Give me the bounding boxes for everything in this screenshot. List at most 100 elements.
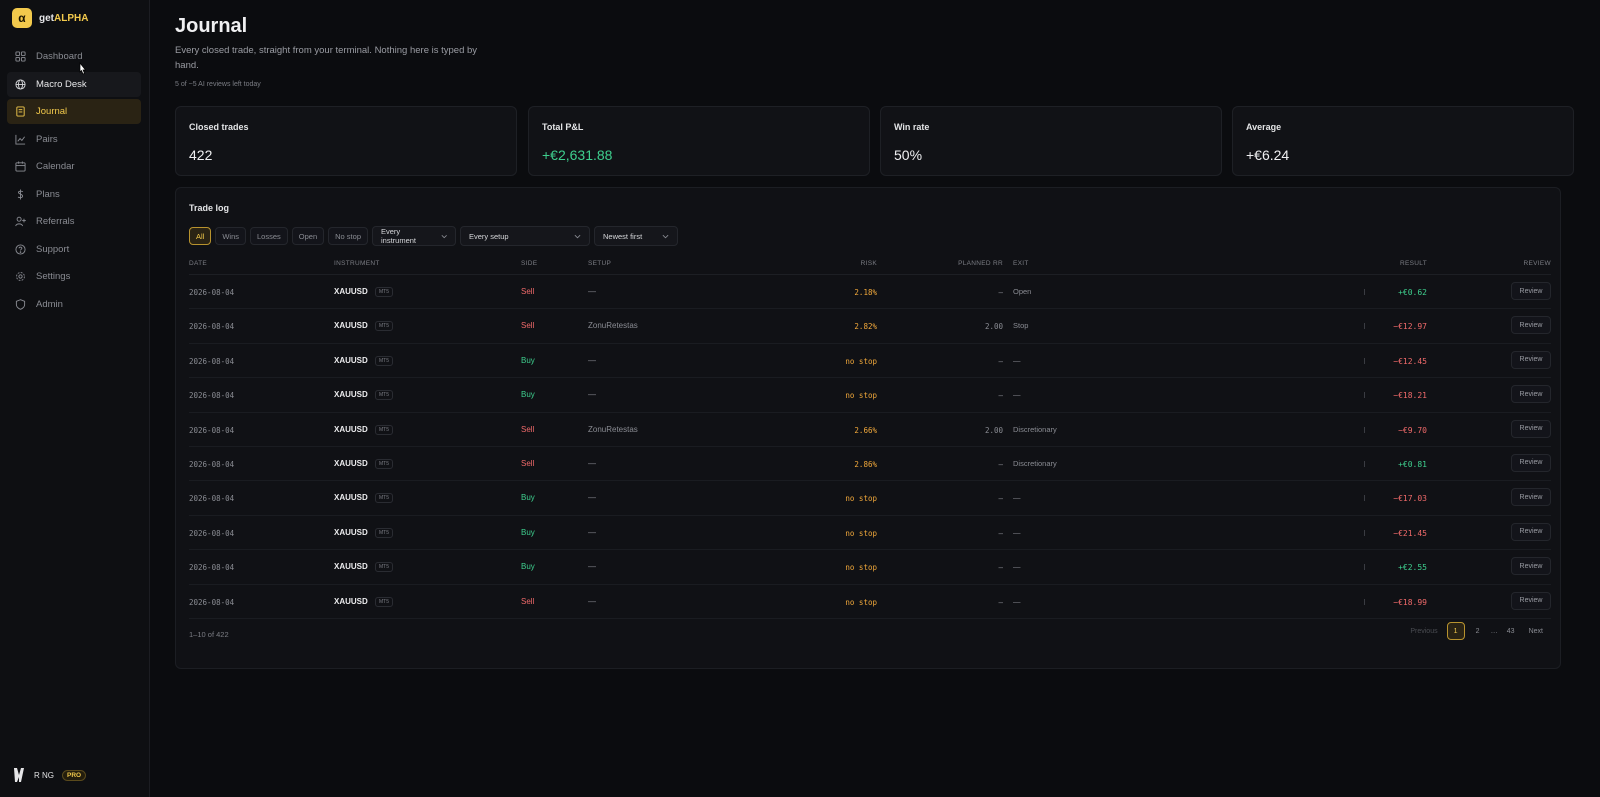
trade-result: +€2.55 [1398, 563, 1427, 573]
table-row[interactable]: 2026-08-04 XAUUSD MT5 Sell — 2.18% — Open +€0.62… [189, 275, 1551, 310]
trade-setup: — [588, 390, 596, 400]
page-button-2[interactable]: 2 [1475, 627, 1480, 635]
row-divider-tick [1364, 598, 1365, 605]
table-row[interactable]: 2026-08-04 XAUUSD MT5 Buy — no stop — — −€18.21 R… [189, 378, 1551, 413]
sidebar-item-settings[interactable]: Settings [7, 264, 141, 289]
column-header-side[interactable]: SIDE [521, 260, 538, 267]
page-button-43[interactable]: 43 [1506, 627, 1515, 635]
trade-instrument: XAUUSD [334, 390, 368, 400]
table-row[interactable]: 2026-08-04 XAUUSD MT5 Buy — no stop — — −€12.45 R… [189, 344, 1551, 379]
review-button[interactable]: Review [1511, 419, 1551, 438]
trade-result: −€21.45 [1393, 528, 1427, 538]
user-name: R NG [34, 770, 54, 780]
sidebar-item-journal[interactable]: Journal [7, 99, 141, 124]
filter-all[interactable]: All [189, 227, 212, 245]
trade-date: 2026-08-04 [189, 425, 235, 435]
trade-result: −€12.97 [1393, 322, 1427, 332]
column-header-risk[interactable]: RISK [860, 260, 877, 267]
stat-card-total-pnl: Total P&L +€2,631.88 [528, 106, 870, 176]
review-button[interactable]: Review [1511, 591, 1551, 610]
table-row[interactable]: 2026-08-04 XAUUSD MT5 Buy — no stop — — −€21.45 R… [189, 516, 1551, 551]
trade-instrument: XAUUSD [334, 493, 368, 503]
previous-page-button[interactable]: Previous [1410, 627, 1438, 635]
review-button[interactable]: Review [1511, 522, 1551, 541]
trade-exit: — [1013, 596, 1021, 606]
trade-risk: no stop [845, 528, 877, 538]
column-header-date[interactable]: DATE [189, 260, 208, 267]
review-button[interactable]: Review [1511, 557, 1551, 576]
user-plus-icon [15, 216, 26, 227]
platform-tag: MT5 [375, 390, 393, 401]
row-divider-tick [1364, 495, 1365, 502]
filter-open[interactable]: Open [291, 227, 325, 245]
trade-side: Buy [521, 527, 535, 537]
platform-tag: MT5 [375, 355, 393, 366]
sidebar-item-dashboard[interactable]: Dashboard [7, 44, 141, 69]
filter-no-stop[interactable]: No stop [328, 227, 368, 245]
table-row[interactable]: 2026-08-04 XAUUSD MT5 Sell — no stop — — −€18.99… [189, 585, 1551, 619]
review-button[interactable]: Review [1511, 385, 1551, 404]
instrument-select-value: Every instrument [381, 227, 417, 245]
review-button[interactable]: Review [1511, 282, 1551, 300]
column-header-instrument[interactable]: INSTRUMENT [334, 260, 380, 267]
trade-risk: 2.66% [854, 425, 877, 435]
trade-exit: — [1013, 562, 1021, 572]
ai-reviews-remaining: 5 of ~5 AI reviews left today [175, 81, 261, 88]
table-body: 2026-08-04 XAUUSD MT5 Sell — 2.18% — Open +€0.62… [189, 275, 1551, 619]
sidebar-item-admin[interactable]: Admin [7, 292, 141, 317]
review-button[interactable]: Review [1511, 453, 1551, 472]
platform-tag: MT5 [375, 562, 393, 573]
table-row[interactable]: 2026-08-04 XAUUSD MT5 Sell — 2.86% — Discretion… [189, 447, 1551, 482]
platform-tag: MT5 [375, 424, 393, 435]
trade-risk: no stop [845, 563, 877, 573]
stat-label: Win rate [894, 122, 930, 132]
table-row[interactable]: 2026-08-04 XAUUSD MT5 Buy — no stop — — −€17.03 R… [189, 481, 1551, 516]
trade-planned-rr: — [998, 288, 1003, 297]
brand-logo: α [12, 8, 32, 28]
sidebar-item-plans[interactable]: Plans [7, 182, 141, 207]
mouse-cursor-icon [79, 62, 87, 75]
trade-setup: — [588, 596, 596, 606]
column-header-setup[interactable]: SETUP [588, 260, 612, 267]
sidebar-item-label: Macro Desk [36, 78, 87, 90]
table-row[interactable]: 2026-08-04 XAUUSD MT5 Buy — no stop — — +€2.55 Re… [189, 550, 1551, 585]
trade-result: +€0.62 [1398, 288, 1427, 297]
trade-result: +€0.81 [1398, 459, 1427, 469]
stat-value: 50% [894, 147, 923, 163]
review-button[interactable]: Review [1511, 316, 1551, 335]
sidebar-item-label: Calendar [36, 161, 75, 172]
sidebar-item-referrals[interactable]: Referrals [7, 209, 141, 234]
trade-date: 2026-08-04 [189, 322, 235, 332]
filter-losses[interactable]: Losses [250, 227, 288, 245]
sort-select[interactable]: Newest first [594, 226, 678, 246]
column-header-result[interactable]: RESULT [1400, 260, 1427, 267]
trade-setup: — [588, 527, 596, 537]
trade-side: Sell [521, 287, 535, 296]
user-profile[interactable]: R NG PRO [12, 767, 87, 783]
table-row[interactable]: 2026-08-04 XAUUSD MT5 Sell ZonuRetestas 2.66%… [189, 413, 1551, 447]
trade-exit: Open [1013, 287, 1032, 296]
instrument-select[interactable]: Every instrument [372, 226, 456, 246]
next-page-button[interactable]: Next [1528, 627, 1543, 635]
column-header-planned-rr[interactable]: PLANNED RR [958, 260, 1003, 267]
setup-select[interactable]: Every setup [460, 226, 590, 246]
platform-tag: MT5 [375, 596, 393, 607]
chart-line-icon [15, 134, 26, 145]
review-button[interactable]: Review [1511, 350, 1551, 369]
brand-name-accent: ALPHA [54, 12, 89, 24]
brand[interactable]: α getALPHA [12, 8, 88, 28]
column-header-exit[interactable]: EXIT [1013, 260, 1029, 267]
brand-name: getALPHA [39, 13, 88, 24]
sidebar-item-label: Referrals [36, 216, 75, 227]
trade-result: −€17.03 [1393, 494, 1427, 504]
sidebar-item-calendar[interactable]: Calendar [7, 154, 141, 179]
trade-risk: no stop [845, 356, 877, 366]
page-button-1[interactable]: 1 [1446, 622, 1465, 640]
sidebar-item-support[interactable]: Support [7, 237, 141, 262]
table-row[interactable]: 2026-08-04 XAUUSD MT5 Sell ZonuRetestas 2.82%… [189, 309, 1551, 344]
sidebar-item-pairs[interactable]: Pairs [7, 127, 141, 152]
stat-label: Total P&L [542, 122, 584, 132]
sidebar-item-macro-desk[interactable]: Macro Desk [7, 71, 141, 97]
filter-wins[interactable]: Wins [215, 227, 247, 245]
review-button[interactable]: Review [1511, 488, 1551, 507]
